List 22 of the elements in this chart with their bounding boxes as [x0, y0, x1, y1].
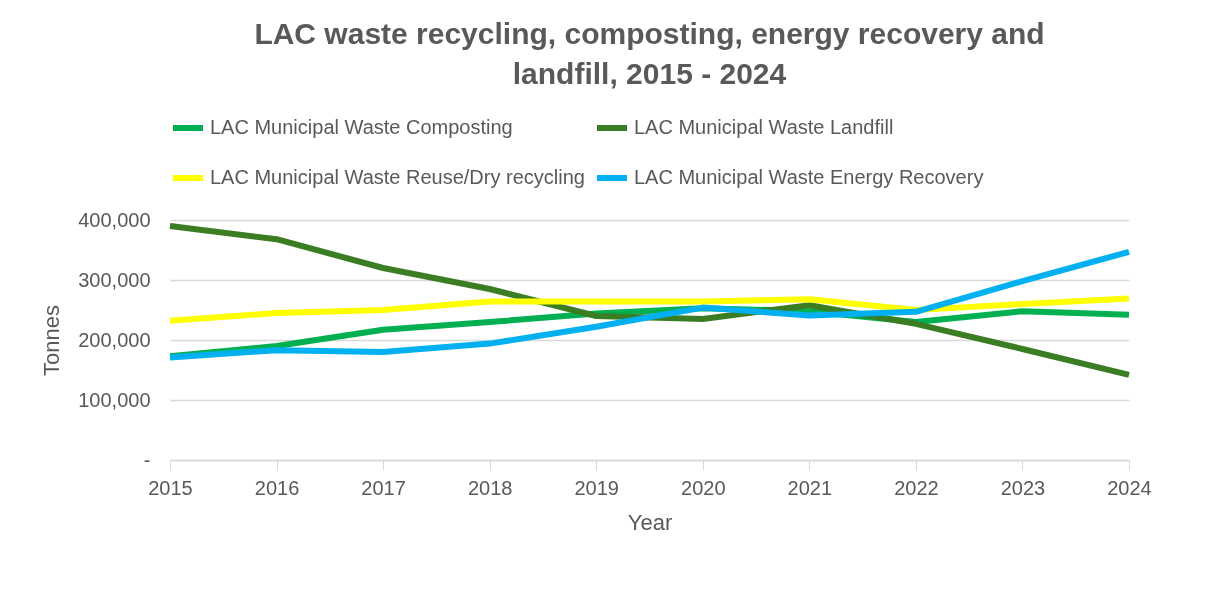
y-tick-label: 200,000	[78, 328, 151, 351]
y-tick-label: 100,000	[78, 388, 151, 411]
x-tick-label: 2019	[574, 476, 619, 499]
x-tick-label: 2015	[148, 476, 193, 499]
x-tick-label: 2023	[1000, 476, 1046, 499]
x-tick-label: 2021	[787, 476, 833, 499]
x-tick-label: 2017	[361, 476, 406, 499]
y-tick-label: 300,000	[78, 268, 151, 291]
x-tick-label: 2018	[467, 476, 513, 499]
y-tick-label: -	[143, 448, 151, 471]
chart-title: LAC waste recycling, composting, energy recovery and landfill, 2015 - 2024	[254, 17, 1045, 90]
x-tick-label: 2020	[681, 476, 726, 499]
legend-label: LAC Municipal Waste Reuse/Dry recycling	[210, 166, 585, 188]
x-axis-title: Year	[627, 509, 673, 535]
legend-label: LAC Municipal Waste Composting	[210, 116, 513, 138]
x-tick-label: 2022	[894, 476, 939, 499]
legend-label: LAC Municipal Waste Landfill	[634, 116, 894, 138]
y-axis-title: Tonnes	[39, 305, 65, 376]
legend-label: LAC Municipal Waste Energy Recovery	[634, 166, 984, 188]
y-tick-label: 400,000	[78, 208, 151, 231]
x-tick-label: 2024	[1107, 476, 1152, 499]
x-tick-label: 2016	[254, 476, 300, 499]
